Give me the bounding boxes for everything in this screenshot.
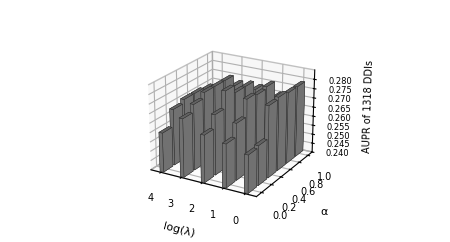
X-axis label: log(λ): log(λ): [162, 222, 196, 239]
Y-axis label: α: α: [320, 207, 328, 217]
